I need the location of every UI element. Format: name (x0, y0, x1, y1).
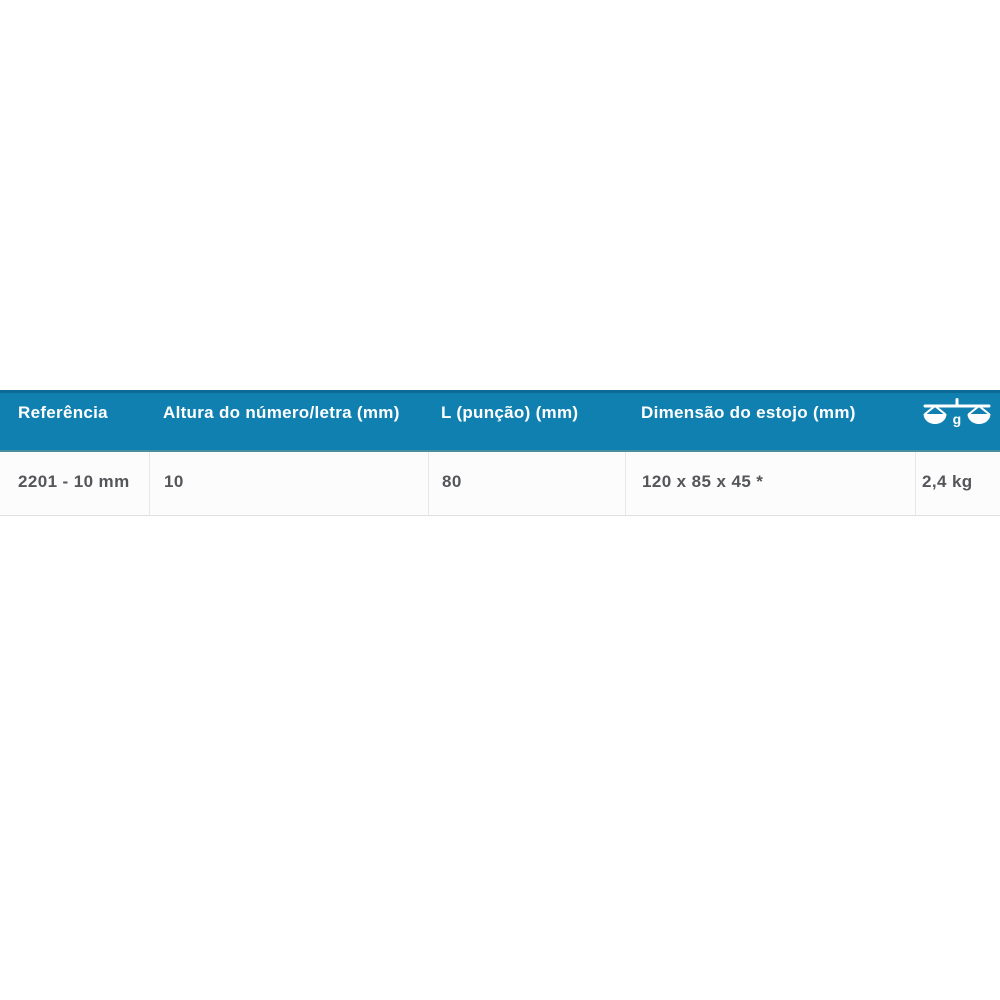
cell-referencia: 2201 - 10 mm (18, 472, 130, 491)
gram-unit-label: g (953, 411, 962, 427)
cell-altura: 10 (149, 452, 428, 515)
product-spec-table: Referência Altura do número/letra (mm) L… (0, 390, 1000, 516)
column-header-referencia: Referência (18, 403, 108, 422)
column-header-dimensao: Dimensão do estojo (mm) (641, 403, 856, 422)
table-header-row: Referência Altura do número/letra (mm) L… (0, 390, 1000, 452)
weight-scale-icon: g (923, 398, 991, 427)
cell-dimensao: 120 x 85 x 45 * (625, 452, 915, 515)
column-header-weight: g (915, 393, 1000, 450)
cell-l-puncao: 80 (428, 452, 625, 515)
cell-peso: 2,4 kg (915, 452, 1000, 515)
table-row: 2201 - 10 mm 10 80 120 x 85 x 45 * 2,4 k… (0, 452, 1000, 516)
column-header-l-puncao: L (punção) (mm) (441, 403, 579, 422)
column-header-altura: Altura do número/letra (mm) (163, 403, 400, 422)
